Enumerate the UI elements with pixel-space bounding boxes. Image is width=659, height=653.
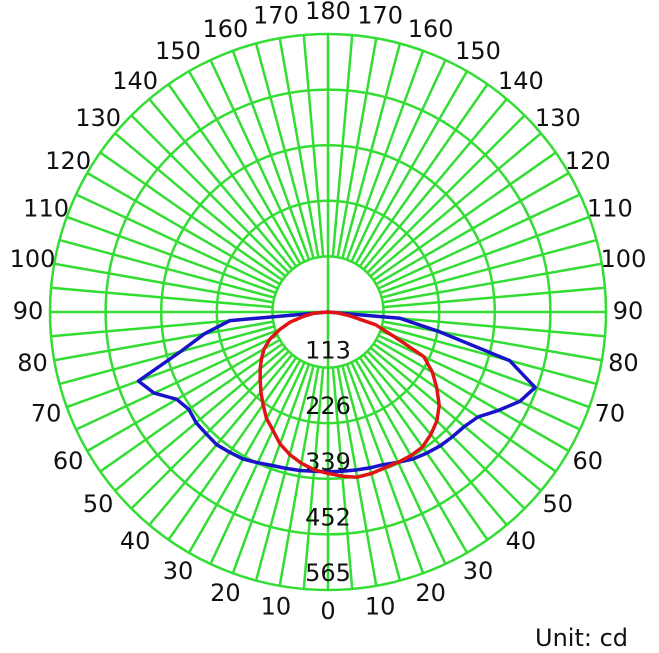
angle-label: 120 (45, 147, 91, 175)
angle-label: 180 (305, 0, 351, 25)
angle-label: 170 (357, 2, 403, 30)
ring (48, 32, 608, 592)
angle-label: 20 (210, 579, 241, 607)
angle-label: 140 (498, 67, 544, 95)
r-tick-label: 565 (305, 559, 351, 587)
angle-label: 20 (415, 579, 446, 607)
r-tick-label: 452 (305, 503, 351, 531)
angle-label: 90 (13, 297, 44, 325)
angle-label: 30 (163, 557, 194, 585)
angle-label: 10 (365, 592, 396, 620)
curve (258, 310, 441, 479)
angle-label: 110 (23, 194, 69, 222)
unit-label: Unit: cd (535, 624, 628, 652)
angle-label: 170 (253, 2, 299, 30)
r-tick-label: 113 (305, 337, 351, 365)
angle-label: 130 (75, 104, 121, 132)
ring (159, 143, 497, 481)
angle-label: 70 (595, 400, 626, 428)
angle-label: 120 (565, 147, 611, 175)
angle-label: 60 (53, 447, 84, 475)
angle-label: 70 (31, 400, 62, 428)
angle-label: 100 (10, 245, 56, 273)
ring (215, 199, 441, 425)
angle-label: 80 (17, 349, 48, 377)
angle-label: 80 (608, 349, 639, 377)
angle-label: 160 (408, 15, 454, 43)
angle-label: 150 (455, 37, 501, 65)
angle-label: 110 (587, 194, 633, 222)
angle-label: 40 (120, 527, 151, 555)
angle-label: 50 (543, 490, 574, 518)
ring (104, 88, 552, 536)
angle-label: 30 (463, 557, 494, 585)
angle-label: 90 (613, 297, 644, 325)
angle-label: 130 (535, 104, 581, 132)
ring (271, 255, 385, 369)
angle-label: 140 (112, 67, 158, 95)
r-tick-label: 226 (305, 392, 351, 420)
angle-label: 150 (155, 37, 201, 65)
angle-label: 160 (202, 15, 248, 43)
angle-label: 0 (320, 597, 335, 625)
angle-label: 40 (506, 527, 537, 555)
angle-label: 60 (573, 447, 604, 475)
angle-label: 10 (261, 592, 292, 620)
angle-label: 50 (83, 490, 114, 518)
angle-label: 100 (601, 245, 647, 273)
